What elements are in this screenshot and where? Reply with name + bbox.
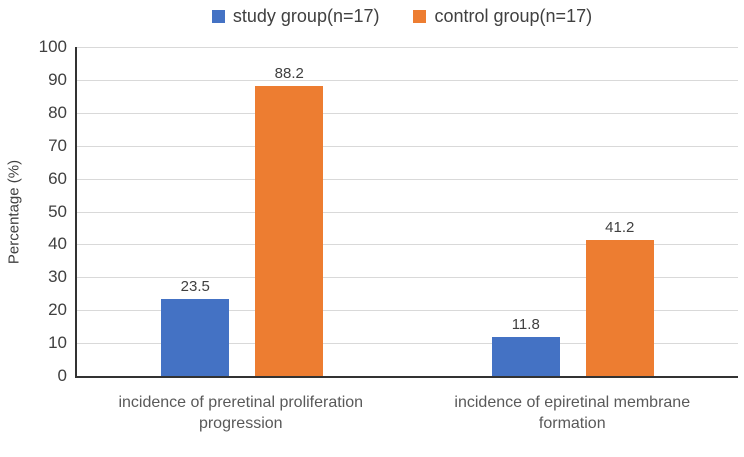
y-tick-label: 10 [48,333,67,353]
legend-item-control-group: control group(n=17) [413,6,592,27]
gridline [77,79,738,81]
gridline [77,178,738,180]
bar-study-epiretinal: 11.8 [491,316,560,376]
category-group-epiretinal-membrane: 11.8 41.2 [408,47,739,376]
bar-control-preretinal-rect [255,85,324,376]
y-tick-label: 40 [48,234,67,254]
bar-study-preretinal: 23.5 [161,278,230,376]
bar-value-label: 11.8 [511,316,540,334]
legend-item-study-group: study group(n=17) [211,6,380,27]
bar-value-label: 23.5 [180,277,210,295]
y-tick-label: 50 [48,201,67,221]
y-tick-label: 20 [48,300,67,320]
legend: study group(n=17) control group(n=17) [30,6,744,27]
legend-swatch-study-icon [211,10,225,23]
bar-control-preretinal: 88.2 [255,65,324,376]
x-label-cell: incidence of epiretinal membrane formati… [407,392,739,434]
category-group-preretinal-proliferation: 23.5 88.2 [77,47,408,376]
bar-study-epiretinal-rect [491,337,560,376]
legend-swatch-control-icon [413,10,427,23]
y-tick-label: 70 [48,135,67,155]
gridline [77,211,738,213]
gridline [77,47,738,48]
y-tick-label: 80 [48,102,67,122]
x-axis-labels: incidence of preretinal proliferation pr… [75,392,738,434]
plot-area: 23.5 88.2 11.8 41.2 0 10 20 30 40 50 60 70 [39,37,738,385]
legend-label-study: study group(n=17) [232,6,380,26]
bar-value-label: 88.2 [274,64,304,82]
y-tick-label: 0 [57,366,67,385]
y-tick-label: 30 [48,267,67,287]
gridline [77,145,738,147]
bar-control-epiretinal: 41.2 [585,219,654,376]
gridline [77,244,738,246]
x-category-label-epiretinal: incidence of epiretinal membrane formati… [454,394,691,433]
bar-groups: 23.5 88.2 11.8 41.2 [77,47,738,376]
y-tick-label: 90 [48,69,67,89]
legend-label-control: control group(n=17) [434,6,593,26]
bar-control-epiretinal-rect [585,240,654,376]
bar-value-label: 41.2 [605,219,635,237]
gridline [77,112,738,114]
gridline [77,277,738,279]
gridline [77,343,738,345]
x-category-label-preretinal: incidence of preretinal proliferation pr… [118,394,364,433]
bar-study-preretinal-rect [161,298,230,376]
y-tick-label: 60 [48,168,67,188]
x-label-cell: incidence of preretinal proliferation pr… [75,392,407,434]
y-tick-label: 100 [38,37,67,56]
gridline [77,310,738,312]
